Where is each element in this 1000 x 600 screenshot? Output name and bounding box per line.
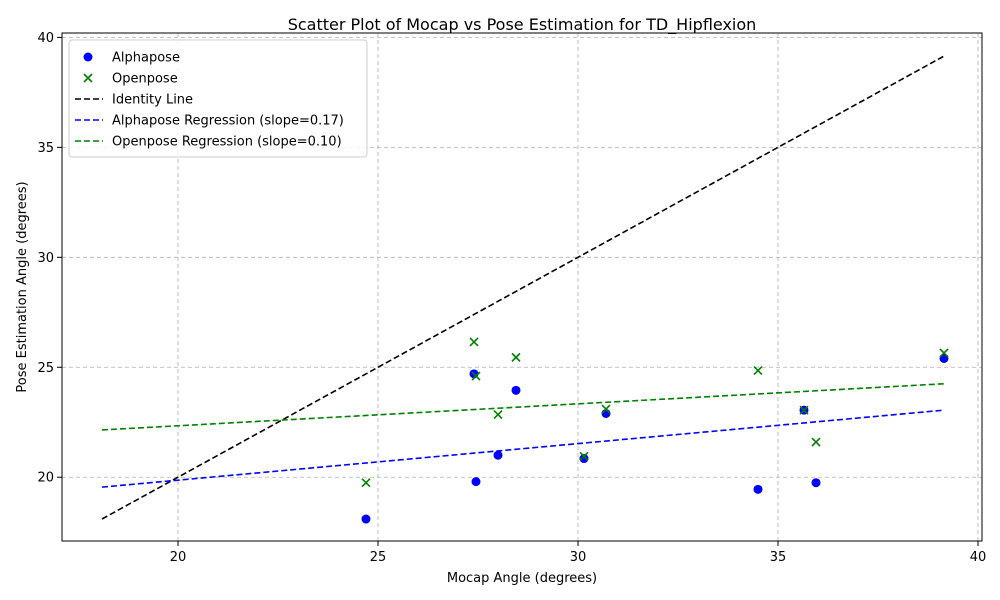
openpose-point [753, 366, 763, 376]
alphapose-point [471, 477, 481, 487]
openpose-point [511, 352, 521, 362]
legend-box [68, 39, 368, 158]
identity-line-line [101, 55, 945, 520]
openpose-point [493, 409, 503, 420]
x-tick-label: 40 [970, 550, 987, 565]
alphapose-point [601, 408, 611, 418]
openpose-point [361, 478, 371, 488]
alphapose-point [511, 385, 521, 395]
alphapose-point [579, 454, 589, 464]
alphapose-point [811, 478, 821, 488]
legend: Alphapose Openpose Identity Line Alphapose … [68, 39, 368, 158]
openpose-regression-slope-0-10-line [101, 382, 945, 431]
y-tick-label: 20 [37, 471, 54, 486]
x-tick-label: 35 [770, 550, 787, 565]
series-lines [101, 55, 945, 520]
openpose-point [579, 451, 589, 461]
x-tick-label: 25 [370, 550, 387, 565]
openpose-point [939, 348, 949, 358]
openpose-point [811, 437, 821, 447]
openpose-point [799, 405, 809, 415]
openpose-point [469, 337, 479, 347]
y-tick-label: 25 [37, 361, 54, 376]
legend-label-identity-line: Identity Line [112, 93, 193, 108]
x-tick-label: 30 [570, 550, 587, 565]
x-axis-ticks: 20 25 30 35 40 [170, 541, 987, 565]
legend-marker-openpose [83, 73, 93, 83]
legend-label-openpose-regression-slope-0-10: Openpose Regression (slope=0.10) [112, 135, 342, 150]
alphapose-point [361, 514, 371, 524]
openpose-point [471, 371, 481, 381]
y-tick-label: 40 [37, 31, 54, 46]
legend-label-openpose: Openpose [112, 72, 178, 87]
y-tick-label: 30 [37, 251, 54, 266]
y-tick-label: 35 [37, 141, 54, 156]
x-axis-title: Mocap Angle (degrees) [447, 571, 597, 586]
alphapose-point [753, 484, 763, 494]
y-axis-title: Pose Estimation Angle (degrees) [15, 181, 30, 392]
legend-label-alphapose-regression-slope-0-17: Alphapose Regression (slope=0.17) [112, 114, 344, 129]
y-axis-ticks: 20 25 30 35 40 [37, 31, 62, 486]
alphapose-point [493, 450, 503, 460]
series-points [361, 337, 949, 524]
alphapose-regression-slope-0-17-line [101, 409, 945, 488]
legend-marker-alphapose [83, 52, 93, 62]
chart-title: Scatter Plot of Mocap vs Pose Estimation… [288, 15, 757, 35]
x-tick-label: 20 [170, 550, 187, 565]
legend-label-alphapose: Alphapose [112, 51, 180, 66]
openpose-point [601, 404, 611, 414]
plot-frame [61, 32, 983, 542]
grid [62, 33, 982, 541]
